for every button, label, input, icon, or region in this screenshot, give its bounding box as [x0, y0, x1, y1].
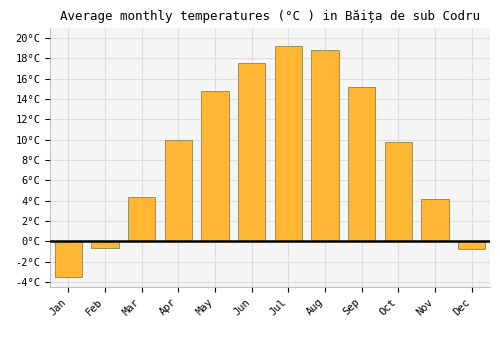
Bar [201, 91, 229, 241]
Bar [128, 197, 156, 241]
Bar [91, 241, 119, 248]
Bar [384, 142, 412, 241]
Bar [421, 199, 448, 241]
Bar [238, 63, 266, 241]
Bar [164, 140, 192, 241]
Bar [458, 241, 485, 250]
Bar [348, 87, 376, 241]
Bar [311, 50, 339, 241]
Bar [274, 46, 302, 241]
Title: Average monthly temperatures (°C ) in Băița de sub Codru: Average monthly temperatures (°C ) in Bă… [60, 10, 480, 23]
Bar [54, 241, 82, 277]
